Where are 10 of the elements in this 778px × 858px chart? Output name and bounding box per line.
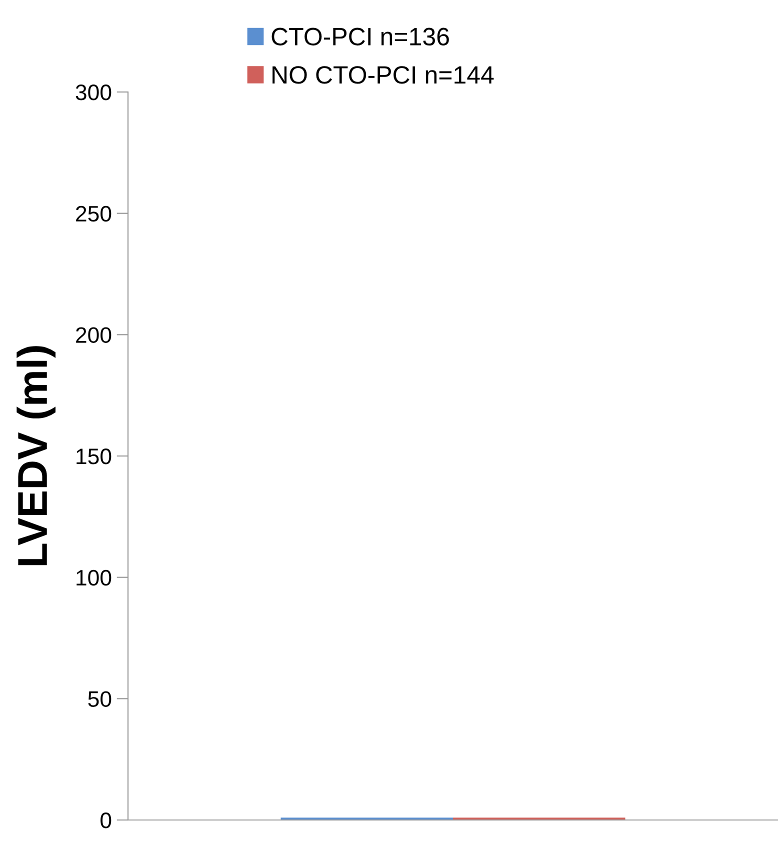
y-axis-title: LVEDV (ml) (16, 346, 56, 566)
y-tick-label: 100 (76, 570, 112, 586)
y-tick-label: 0 (100, 812, 112, 828)
y-tick-label: 300 (76, 84, 112, 100)
y-tick-label: 200 (76, 327, 112, 343)
legend-label: NO CTO-PCI n=144 (272, 66, 494, 84)
y-tick-label: 250 (76, 206, 112, 222)
legend-label: CTO-PCI n=136 (272, 28, 449, 46)
y-tick-label: 150 (76, 448, 112, 464)
y-tick-label: 50 (88, 691, 112, 707)
